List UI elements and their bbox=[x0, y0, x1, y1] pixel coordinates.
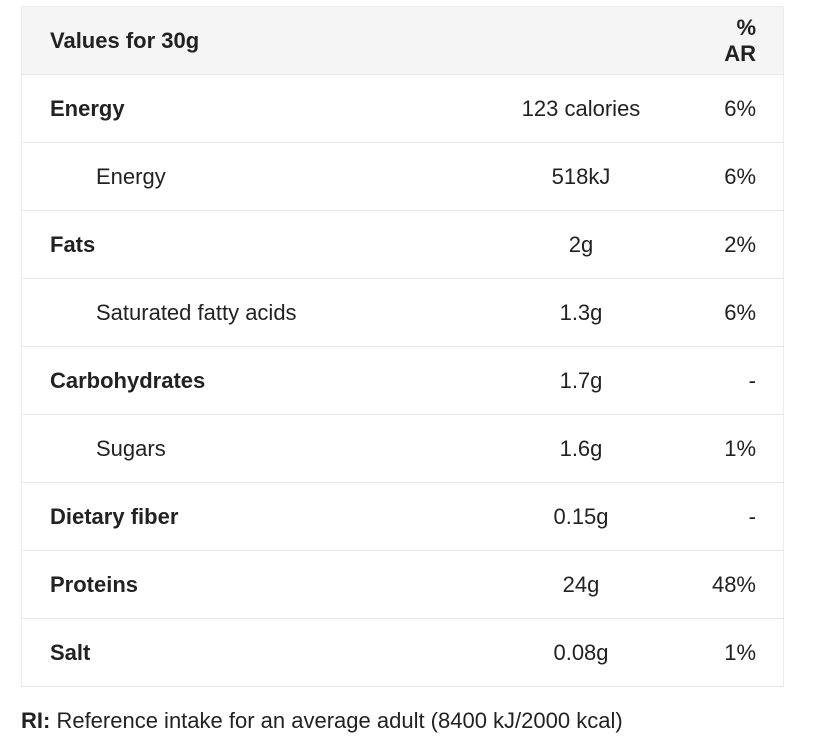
table-row: Saturated fatty acids 1.3g 6% bbox=[21, 278, 784, 347]
table-row: Energy 123 calories 6% bbox=[21, 74, 784, 143]
header-values-for: Values for 30g bbox=[21, 6, 456, 75]
nutrient-label: Energy bbox=[21, 142, 456, 211]
nutrient-percent-ar: 48% bbox=[706, 550, 784, 619]
nutrient-label: Salt bbox=[21, 618, 456, 687]
table-row: Energy 518kJ 6% bbox=[21, 142, 784, 211]
nutrient-value: 1.3g bbox=[456, 278, 706, 347]
nutrition-table: Values for 30g % AR Energy 123 calories 6%… bbox=[21, 6, 784, 687]
nutrient-label: Carbohydrates bbox=[21, 346, 456, 415]
nutrient-label: Proteins bbox=[21, 550, 456, 619]
nutrient-percent-ar: 1% bbox=[706, 414, 784, 483]
nutrient-value: 0.08g bbox=[456, 618, 706, 687]
table-row: Carbohydrates 1.7g - bbox=[21, 346, 784, 415]
table-row: Sugars 1.6g 1% bbox=[21, 414, 784, 483]
table-row: Salt 0.08g 1% bbox=[21, 618, 784, 687]
footnote-text: Reference intake for an average adult (8… bbox=[50, 708, 623, 733]
nutrient-label: Saturated fatty acids bbox=[21, 278, 456, 347]
nutrient-percent-ar: 6% bbox=[706, 142, 784, 211]
header-value bbox=[456, 6, 706, 75]
nutrient-label: Energy bbox=[21, 74, 456, 143]
nutrient-label: Dietary fiber bbox=[21, 482, 456, 551]
nutrient-percent-ar: - bbox=[706, 346, 784, 415]
nutrient-percent-ar: 6% bbox=[706, 278, 784, 347]
nutrient-label: Sugars bbox=[21, 414, 456, 483]
nutrient-percent-ar: 2% bbox=[706, 210, 784, 279]
nutrient-value: 1.6g bbox=[456, 414, 706, 483]
header-percent-ar: % AR bbox=[706, 6, 784, 75]
nutrient-percent-ar: 1% bbox=[706, 618, 784, 687]
nutrient-percent-ar: 6% bbox=[706, 74, 784, 143]
nutrient-percent-ar: - bbox=[706, 482, 784, 551]
nutrient-value: 2g bbox=[456, 210, 706, 279]
table-row: Fats 2g 2% bbox=[21, 210, 784, 279]
footnote-term: RI: bbox=[21, 708, 51, 733]
nutrient-value: 518kJ bbox=[456, 142, 706, 211]
nutrient-value: 0.15g bbox=[456, 482, 706, 551]
table-row: Proteins 24g 48% bbox=[21, 550, 784, 619]
footnote: RI: Reference intake for an average adul… bbox=[21, 708, 623, 734]
table-header-row: Values for 30g % AR bbox=[21, 6, 784, 75]
table-row: Dietary fiber 0.15g - bbox=[21, 482, 784, 551]
nutrient-value: 123 calories bbox=[456, 74, 706, 143]
nutrient-label: Fats bbox=[21, 210, 456, 279]
nutrient-value: 24g bbox=[456, 550, 706, 619]
nutrient-value: 1.7g bbox=[456, 346, 706, 415]
